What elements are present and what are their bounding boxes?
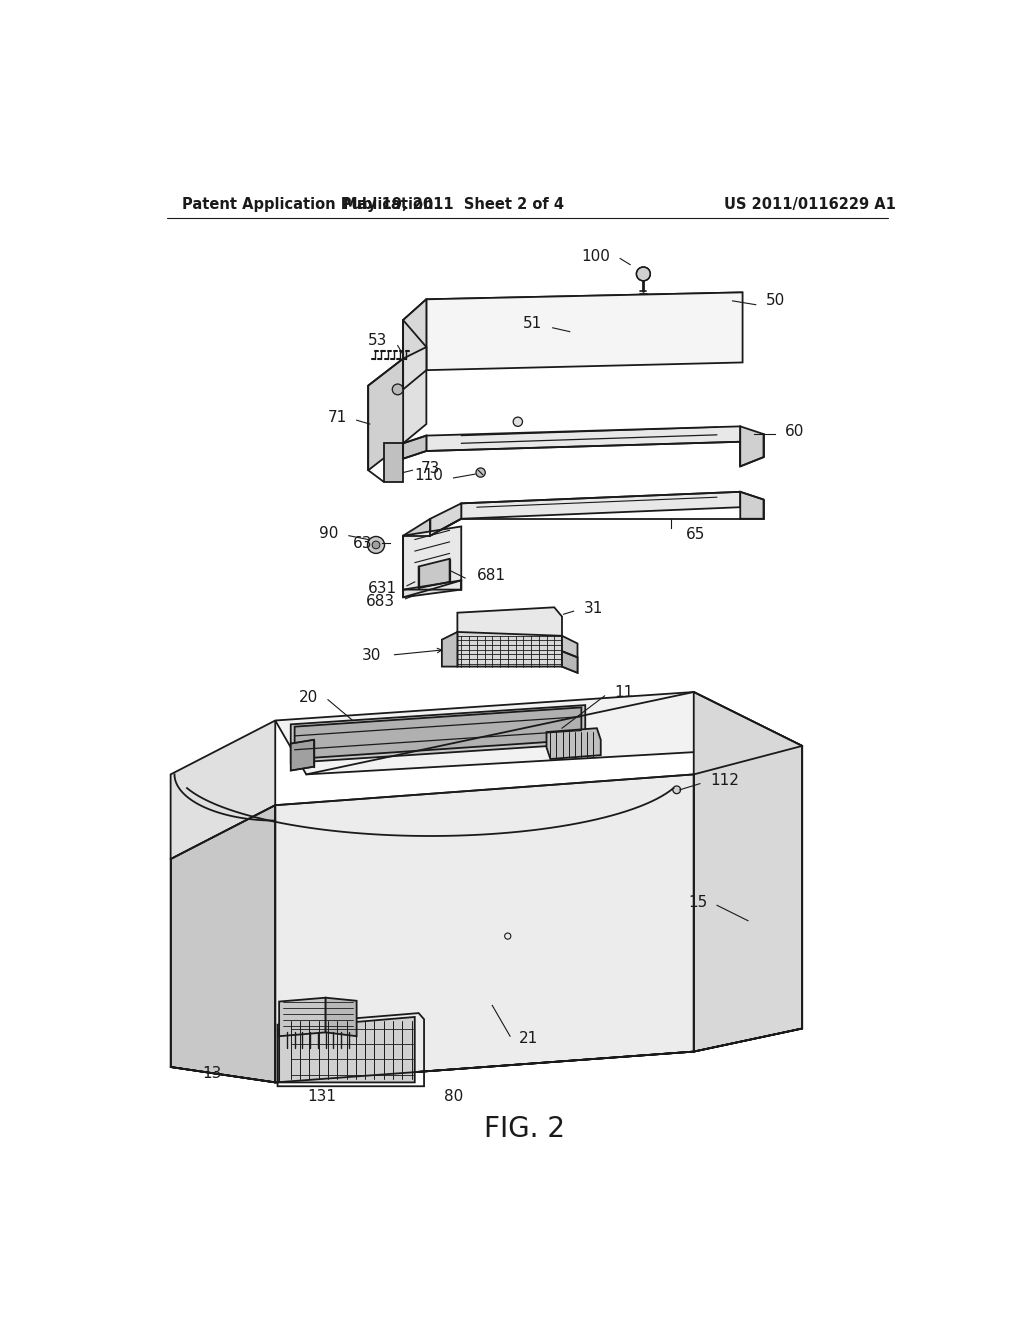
Polygon shape <box>547 729 601 759</box>
Circle shape <box>513 417 522 426</box>
Polygon shape <box>458 607 562 642</box>
Text: 112: 112 <box>711 774 739 788</box>
Polygon shape <box>403 300 426 389</box>
Text: 110: 110 <box>415 469 443 483</box>
Text: 31: 31 <box>584 602 603 616</box>
Polygon shape <box>171 805 275 1082</box>
Text: 71: 71 <box>328 411 346 425</box>
Polygon shape <box>403 436 426 459</box>
Text: 15: 15 <box>688 895 708 909</box>
Text: 21: 21 <box>519 1031 539 1045</box>
Polygon shape <box>403 293 742 321</box>
Circle shape <box>372 541 380 549</box>
Polygon shape <box>295 708 582 759</box>
Text: 683: 683 <box>367 594 395 609</box>
Text: FIG. 2: FIG. 2 <box>484 1114 565 1143</box>
Polygon shape <box>291 739 314 771</box>
Polygon shape <box>403 581 461 598</box>
Text: US 2011/0116229 A1: US 2011/0116229 A1 <box>724 197 896 213</box>
Polygon shape <box>458 632 562 667</box>
Polygon shape <box>403 527 461 590</box>
Polygon shape <box>430 503 461 536</box>
Polygon shape <box>280 998 326 1036</box>
Polygon shape <box>562 636 578 673</box>
Polygon shape <box>275 692 802 775</box>
Circle shape <box>392 384 403 395</box>
Text: 60: 60 <box>785 424 805 440</box>
Circle shape <box>476 469 485 478</box>
Text: 51: 51 <box>523 317 543 331</box>
Polygon shape <box>171 721 275 859</box>
Polygon shape <box>461 492 740 519</box>
Polygon shape <box>403 300 426 368</box>
Polygon shape <box>562 651 578 673</box>
Polygon shape <box>403 519 430 590</box>
Polygon shape <box>426 293 742 370</box>
Text: 131: 131 <box>307 1089 336 1104</box>
Text: 13: 13 <box>202 1065 221 1081</box>
Polygon shape <box>291 705 586 763</box>
Polygon shape <box>426 426 740 451</box>
Text: Patent Application Publication: Patent Application Publication <box>182 197 434 213</box>
Polygon shape <box>326 998 356 1036</box>
Polygon shape <box>403 347 426 444</box>
Polygon shape <box>369 359 403 470</box>
Polygon shape <box>280 1016 415 1082</box>
Text: 80: 80 <box>443 1089 463 1104</box>
Circle shape <box>673 785 681 793</box>
Text: 65: 65 <box>686 527 706 541</box>
Polygon shape <box>740 492 764 519</box>
Text: 681: 681 <box>477 568 506 583</box>
Polygon shape <box>740 426 764 466</box>
Polygon shape <box>693 692 802 1052</box>
Text: May 19, 2011  Sheet 2 of 4: May 19, 2011 Sheet 2 of 4 <box>343 197 564 213</box>
Polygon shape <box>442 632 458 667</box>
Polygon shape <box>384 444 403 482</box>
Polygon shape <box>419 558 450 589</box>
Circle shape <box>636 267 650 281</box>
Text: 30: 30 <box>362 648 381 663</box>
Text: 50: 50 <box>766 293 785 309</box>
Text: 20: 20 <box>299 690 317 705</box>
Text: 63: 63 <box>352 536 372 550</box>
Text: 100: 100 <box>582 248 610 264</box>
Circle shape <box>368 536 385 553</box>
Text: 53: 53 <box>369 334 388 348</box>
Text: 631: 631 <box>368 581 397 595</box>
Polygon shape <box>275 775 693 1082</box>
Text: 90: 90 <box>319 525 339 541</box>
Text: 11: 11 <box>614 685 634 700</box>
Text: 73: 73 <box>421 461 440 477</box>
